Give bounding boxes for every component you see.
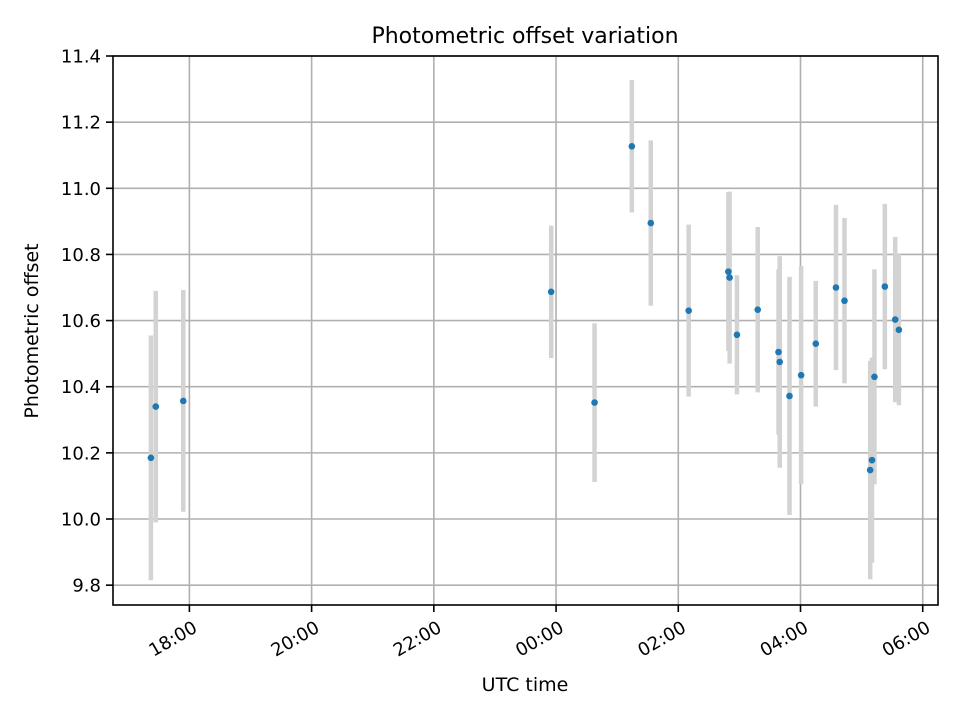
data-point xyxy=(754,306,762,313)
data-series xyxy=(147,80,903,581)
data-point xyxy=(647,219,655,227)
y-tick-label: 10.0 xyxy=(61,510,101,531)
data-point xyxy=(895,326,903,334)
data-point xyxy=(733,331,741,339)
y-tick-label: 10.2 xyxy=(61,443,101,464)
data-point xyxy=(871,373,878,381)
data-point xyxy=(726,274,733,281)
data-point xyxy=(891,316,899,323)
data-point xyxy=(868,456,876,464)
y-tick-label: 11.0 xyxy=(61,179,101,200)
data-point xyxy=(179,397,187,405)
data-point xyxy=(725,268,732,275)
data-point xyxy=(832,284,840,291)
y-tick-label: 10.8 xyxy=(61,245,101,266)
data-point xyxy=(685,307,692,314)
y-tick-label: 10.4 xyxy=(61,377,101,398)
data-point xyxy=(152,403,160,410)
data-point xyxy=(591,399,598,406)
plot-frame xyxy=(112,55,939,606)
data-point xyxy=(841,297,848,305)
data-point xyxy=(881,283,889,290)
x-axis-label: UTC time xyxy=(482,674,569,696)
data-point xyxy=(776,358,784,366)
data-point xyxy=(866,466,874,474)
y-tick-label: 10.6 xyxy=(61,311,101,332)
data-point xyxy=(547,288,555,296)
data-point xyxy=(775,348,782,356)
data-point xyxy=(147,454,155,462)
y-tick-label: 9.8 xyxy=(72,576,101,597)
y-tick-label: 11.4 xyxy=(61,47,101,68)
data-point xyxy=(797,371,805,379)
data-point xyxy=(628,142,636,150)
chart-title: Photometric offset variation xyxy=(371,24,678,49)
data-point xyxy=(786,392,793,400)
data-point xyxy=(812,340,820,348)
y-tick-label: 11.2 xyxy=(61,113,101,134)
y-axis-label: Photometric offset xyxy=(21,243,43,418)
